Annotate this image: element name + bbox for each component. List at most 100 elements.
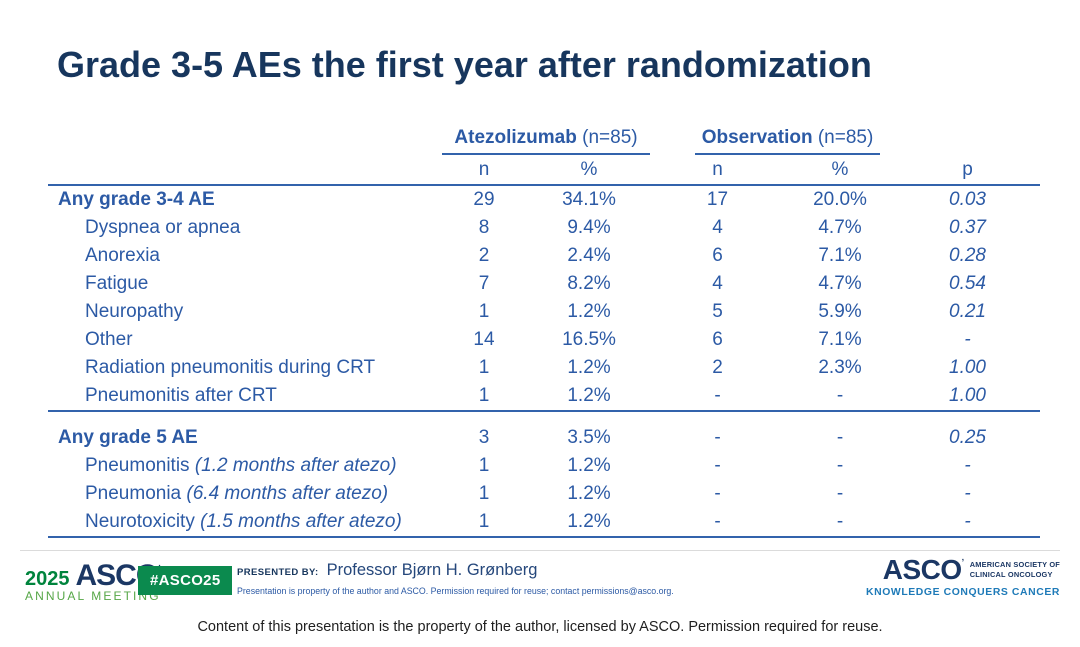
value-cell: 9.4%: [567, 217, 611, 238]
table-row: Neuropathy 1 1.2% 5 5.9% 0.21: [48, 298, 1040, 326]
empty-header-cell: [895, 121, 1040, 155]
p-value-cell: 0.21: [949, 301, 986, 322]
asco-society-logo: ASCOʼ AMERICAN SOCIETY OF CLINICAL ONCOL…: [866, 556, 1060, 599]
value-cell: 1: [478, 357, 490, 378]
value-cell: 3: [478, 427, 490, 448]
value-cell: 5: [712, 301, 723, 322]
value-cell: 1.2%: [567, 357, 611, 378]
table-row: Any grade 3-4 AE 29 34.1% 17 20.0% 0.03: [48, 185, 1040, 214]
table-row: Radiation pneumonitis during CRT 1 1.2% 2 2.…: [48, 354, 1040, 382]
value-cell: 1.2%: [567, 301, 611, 322]
p-value-cell: 0.37: [949, 217, 986, 238]
col-header-n: n: [650, 155, 785, 186]
value-cell: 5.9%: [818, 301, 862, 322]
value-cell: 1.2%: [567, 511, 611, 532]
value-cell: 1: [478, 483, 490, 504]
observation-group-header: Observation (n=85): [650, 121, 895, 155]
value-cell: 20.0%: [813, 189, 867, 210]
table-section: Any grade 3-4 AE 29 34.1% 17 20.0% 0.03 Dyspne…: [48, 185, 1040, 411]
value-cell: -: [836, 427, 844, 448]
value-cell: 8: [478, 217, 490, 238]
value-cell: -: [836, 511, 844, 532]
ae-label: Dyspnea or apnea: [85, 217, 241, 238]
ae-label: Pneumonitis (1.2 months after atezo): [85, 455, 397, 476]
adverse-events-table: Atezolizumab (n=85) Observation (n=85) n…: [48, 121, 1041, 538]
value-cell: 1: [478, 511, 490, 532]
ae-label: Any grade 3-4 AE: [58, 189, 215, 210]
footer-divider: [20, 550, 1060, 551]
presented-by-label: PRESENTED BY:: [237, 567, 319, 578]
table-row: Fatigue 7 8.2% 4 4.7% 0.54: [48, 270, 1040, 298]
ae-label: Neurotoxicity (1.5 months after atezo): [85, 511, 402, 532]
ae-label: Fatigue: [85, 273, 149, 294]
value-cell: -: [714, 511, 721, 532]
trademark-mark: ʼ: [961, 557, 965, 567]
value-cell: 4.7%: [818, 273, 862, 294]
value-cell: -: [714, 385, 721, 406]
ae-label: Anorexia: [85, 245, 160, 266]
value-cell: -: [836, 455, 844, 476]
value-cell: 1.2%: [567, 455, 611, 476]
logo-subtitle: ANNUAL MEETING: [25, 589, 161, 603]
table-row: Any grade 5 AE 3 3.5% - - 0.25: [48, 411, 1040, 452]
empty-header-cell: [48, 121, 440, 155]
value-cell: 4.7%: [818, 217, 862, 238]
ae-label: Radiation pneumonitis during CRT: [85, 357, 376, 378]
col-header-n: n: [440, 155, 528, 186]
p-value-cell: 0.25: [949, 427, 986, 448]
presenter-name: Professor Bjørn H. Grønberg: [326, 561, 538, 579]
table-row: Other 14 16.5% 6 7.1% -: [48, 326, 1040, 354]
value-cell: 7.1%: [818, 329, 862, 350]
value-cell: 1.2%: [567, 483, 611, 504]
value-cell: 14: [473, 329, 495, 350]
p-value-cell: 1.00: [949, 357, 986, 378]
ae-label: Pneumonia (6.4 months after atezo): [85, 483, 389, 504]
sub-header-row: n % n % p: [48, 155, 1041, 186]
value-cell: 7: [478, 273, 490, 294]
group-header-row: Atezolizumab (n=85) Observation (n=85): [48, 121, 1040, 155]
p-value-cell: -: [964, 329, 971, 350]
value-cell: 7.1%: [818, 245, 862, 266]
empty-header-cell: [48, 155, 440, 186]
slide-title: Grade 3-5 AEs the first year after rando…: [57, 44, 872, 85]
atezolizumab-group-header: Atezolizumab (n=85): [440, 121, 650, 155]
p-value-cell: -: [964, 483, 971, 504]
value-cell: 16.5%: [562, 329, 616, 350]
value-cell: -: [714, 427, 721, 448]
ae-label: Any grade 5 AE: [58, 427, 198, 448]
value-cell: 1: [478, 301, 490, 322]
value-cell: 1: [478, 385, 490, 406]
table-row: Pneumonia (6.4 months after atezo) 1 1.2% -…: [48, 480, 1040, 508]
logo-year: 2025: [25, 568, 70, 590]
table-section: Any grade 5 AE 3 3.5% - - 0.25 Pneumonitis (1.…: [48, 411, 1041, 537]
hashtag-badge: #ASCO25: [138, 566, 233, 595]
value-cell: 17: [706, 189, 729, 210]
value-cell: 6: [712, 245, 723, 266]
value-cell: 1: [478, 455, 490, 476]
p-value-cell: 1.00: [949, 385, 986, 406]
group-name: Observation: [701, 127, 813, 148]
col-header-pct: %: [528, 155, 650, 186]
table-header: Atezolizumab (n=85) Observation (n=85) n…: [48, 121, 1041, 186]
table-row: Pneumonitis after CRT 1 1.2% - - 1.00: [48, 382, 1040, 411]
group-name: Atezolizumab: [454, 127, 577, 148]
value-cell: 2: [712, 357, 723, 378]
value-cell: -: [836, 483, 844, 504]
value-cell: 3.5%: [567, 427, 611, 448]
value-cell: 29: [473, 189, 495, 210]
value-cell: -: [714, 455, 721, 476]
col-header-pct: %: [785, 155, 896, 186]
value-cell: 2: [478, 245, 490, 266]
p-value-cell: -: [964, 511, 971, 532]
slide-footer: 2025 ASCOʼ ANNUAL MEETING #ASCO25 PRESEN…: [0, 550, 1080, 620]
value-cell: 4: [712, 273, 723, 294]
col-header-p: p: [895, 155, 1041, 186]
value-cell: 1.2%: [567, 385, 611, 406]
table-row: Neurotoxicity (1.5 months after atezo) 1 1…: [48, 508, 1040, 537]
value-cell: 6: [712, 329, 723, 350]
value-cell: 34.1%: [562, 189, 616, 210]
group-n: (n=85): [817, 127, 874, 148]
table-row: Dyspnea or apnea 8 9.4% 4 4.7% 0.37: [48, 214, 1040, 242]
p-value-cell: 0.28: [949, 245, 986, 266]
value-cell: 8.2%: [567, 273, 611, 294]
